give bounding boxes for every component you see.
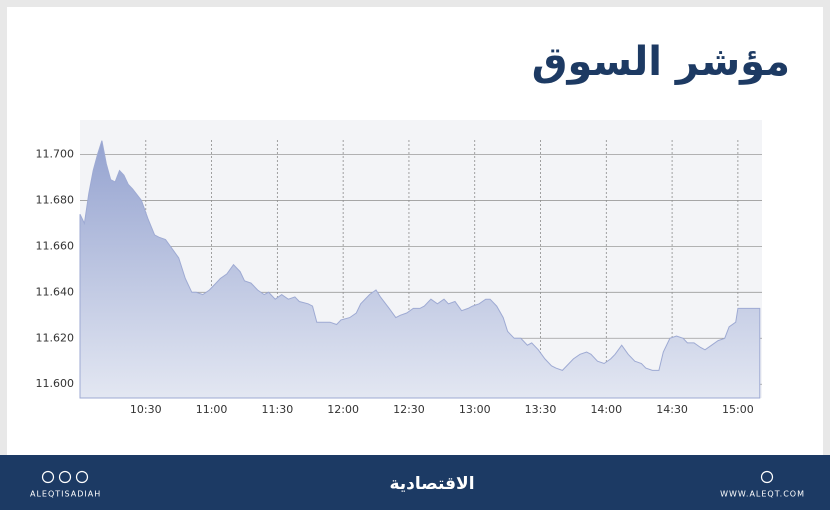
y-tick-label: 11.680 [36,193,75,206]
x-tick-label: 15:00 [722,403,754,416]
x-tick-label: 11:30 [262,403,294,416]
y-tick-label: 11.600 [36,377,75,390]
footer-bar [0,455,830,510]
x-tick-label: 13:30 [525,403,557,416]
footer-left: ALEQTISADIAH [30,490,101,499]
x-tick-label: 13:00 [459,403,491,416]
x-tick-label: 10:30 [130,403,162,416]
y-tick-label: 11.700 [36,147,75,160]
area [79,140,761,399]
x-tick-label: 14:00 [590,403,622,416]
footer-right: WWW.ALEQT.COM [720,490,805,499]
y-tick-label: 11.620 [36,331,75,344]
chart-title: مؤشر السوق [532,39,790,85]
footer-logo: الاقتصادية [389,474,474,494]
x-tick-label: 11:00 [196,403,228,416]
social-icons [41,470,774,484]
x-tick-label: 14:30 [656,403,688,416]
y-tick-label: 11.640 [36,285,75,298]
x-tick-label: 12:30 [393,403,425,416]
y-tick-label: 11.660 [36,239,75,252]
x-tick-label: 12:00 [327,403,359,416]
